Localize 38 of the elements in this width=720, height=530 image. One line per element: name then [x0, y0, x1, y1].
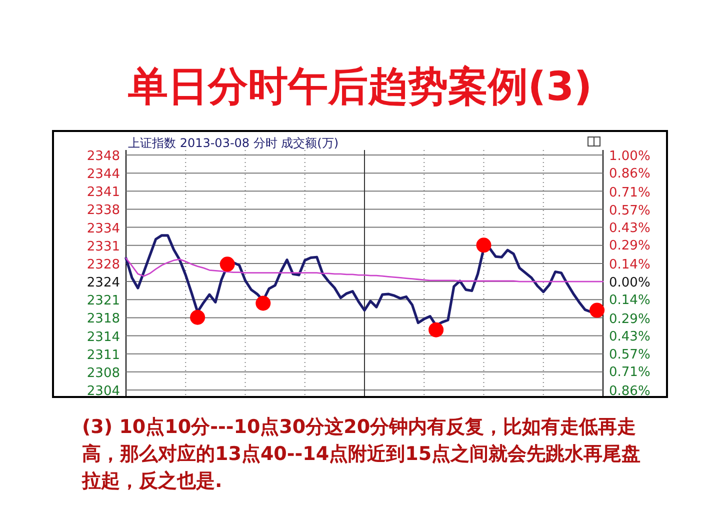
y2-tick-label: 0.43%	[609, 221, 650, 236]
y2-tick-label: 0.00%	[609, 275, 650, 290]
point	[190, 310, 206, 325]
point	[220, 256, 235, 272]
y2-tick-label: 1.00%	[609, 149, 650, 164]
y2-tick-label: 0.57%	[609, 203, 650, 218]
y2-tick-label: 0.14%	[609, 293, 650, 308]
point	[476, 238, 492, 253]
y-tick-label: 2304	[86, 384, 120, 399]
y-tick-label: 2328	[86, 257, 120, 272]
text: (3) 10点10分---10点30分这20分钟内有反复，比如有走低再走高，那么对应的13点40--14点附近到15点之间就会先跳水再尾盘拉起，反之也是.	[81, 416, 641, 492]
chart-title: 单日分时午后趋势案例(3)	[126, 64, 592, 110]
point	[428, 322, 444, 338]
y-tick-label: 2308	[86, 366, 120, 381]
point	[590, 302, 605, 318]
line-series	[125, 257, 604, 282]
y-tick-label: 2318	[86, 312, 120, 327]
y-tick-label: 2341	[86, 185, 120, 200]
y-tick-label: 2311	[86, 348, 120, 363]
chart-subtitle: 上证指数 2013-03-08 分时 成交额(万)	[128, 136, 339, 150]
y-tick-label: 2324	[86, 276, 120, 291]
y2-tick-label: 0.86%	[609, 384, 650, 399]
y-tick-label: 2334	[86, 221, 120, 236]
y2-tick-label: 0.14%	[609, 258, 650, 273]
y-tick-label: 2338	[86, 203, 120, 218]
y2-tick-label: 0.71%	[609, 186, 650, 201]
y-tick-label: 2344	[86, 167, 120, 182]
y-tick-label: 2331	[86, 239, 120, 254]
y2-tick-label: 0.71%	[609, 365, 650, 380]
y-tick-label: 2314	[86, 330, 120, 345]
y-tick-label: 2321	[86, 294, 120, 309]
y2-tick-label: 0.57%	[609, 347, 650, 362]
y2-tick-label: 0.86%	[609, 166, 650, 182]
point	[256, 296, 271, 311]
y-tick-label: 2348	[86, 149, 120, 164]
y2-tick-label: 0.29%	[609, 238, 650, 254]
y2-tick-label: 0.29%	[609, 312, 650, 327]
y2-tick-label: 0.43%	[609, 330, 650, 345]
